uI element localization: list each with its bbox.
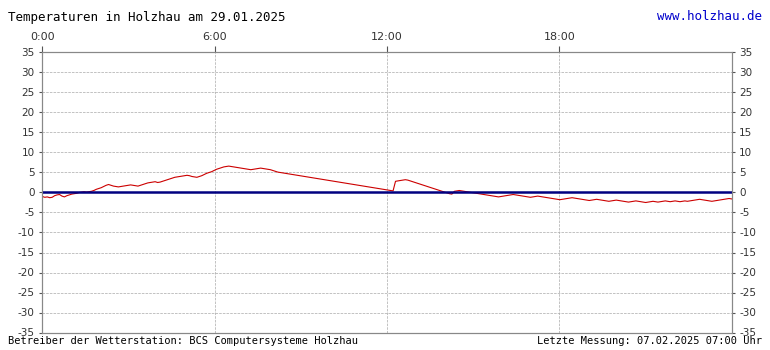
- Text: Betreiber der Wetterstation: BCS Computersysteme Holzhau: Betreiber der Wetterstation: BCS Compute…: [8, 336, 358, 346]
- Text: www.holzhau.de: www.holzhau.de: [658, 10, 762, 23]
- Text: Letzte Messung: 07.02.2025 07:00 Uhr: Letzte Messung: 07.02.2025 07:00 Uhr: [537, 336, 762, 346]
- Text: Temperaturen in Holzhau am 29.01.2025: Temperaturen in Holzhau am 29.01.2025: [8, 10, 285, 23]
